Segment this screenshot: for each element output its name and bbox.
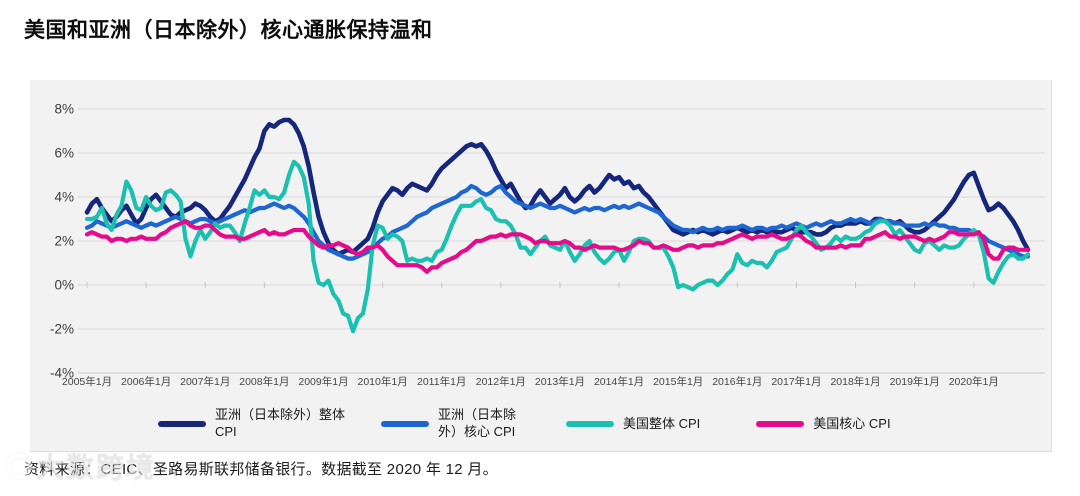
legend-swatch <box>158 421 206 427</box>
y-axis-tick-label: 8% <box>54 102 74 117</box>
source-note: 资料来源：CEIC、圣路易斯联邦储备银行。数据截至 2020 年 12 月。 <box>24 461 498 478</box>
legend-swatch <box>566 420 614 427</box>
y-axis-tick-label: -4% <box>50 366 74 381</box>
legend-swatch <box>381 421 429 427</box>
legend-item: 美国核心 CPI <box>756 415 891 433</box>
cpi-line-chart: -4% -2% 0% 2% 4% 6% 8% 2005年1月 2006年1月 2007年1月 200… <box>50 102 1045 388</box>
x-axis-tick-label: 2008年1月 <box>239 375 289 388</box>
x-axis-tick-label: 2007年1月 <box>180 375 230 388</box>
series-line-3 <box>84 159 1031 334</box>
x-axis-tick-label: 2010年1月 <box>358 375 408 388</box>
legend-label: 亚洲（日本除 外）核心 CPI <box>438 407 517 439</box>
y-axis-tick-label: 4% <box>54 190 74 205</box>
legend-label: 美国整体 CPI <box>623 415 701 431</box>
legend-item: 亚洲（日本除 外）核心 CPI <box>381 407 550 441</box>
y-axis-tick-label: -2% <box>50 322 74 337</box>
x-axis-tick-label: 2016年1月 <box>712 375 762 388</box>
x-axis-tick-label: 2006年1月 <box>121 375 171 388</box>
legend-swatch <box>756 420 805 427</box>
x-axis-tick-label: 2020年1月 <box>949 375 999 388</box>
x-axis-tick-label: 2013年1月 <box>535 375 585 388</box>
series-line-2 <box>84 183 1031 261</box>
y-axis-tick-label: 2% <box>54 234 74 249</box>
legend-item: 亚洲（日本除外）整体 CPI <box>158 407 367 441</box>
x-axis-tick-label: 2019年1月 <box>890 375 940 388</box>
y-axis-tick-label: 6% <box>54 146 74 161</box>
legend-label: 亚洲（日本除外）整体 CPI <box>215 407 346 439</box>
x-axis-tick-label: 2005年1月 <box>62 375 112 388</box>
x-axis-tick-label: 2011年1月 <box>417 375 466 388</box>
y-axis-tick-label: 0% <box>54 278 74 293</box>
page-title: 美国和亚洲（日本除外）核心通胀保持温和 <box>24 19 433 42</box>
x-axis-tick-label: 2009年1月 <box>298 375 348 388</box>
x-axis-tick-label: 2017年1月 <box>771 375 821 388</box>
legend-item: 美国整体 CPI <box>566 416 700 433</box>
legend-label: 美国核心 CPI <box>813 415 891 431</box>
series-line-4 <box>84 219 1031 274</box>
chart-panel: -4% -2% 0% 2% 4% 6% 8% 2005年1月 2006年1月 2007年1月 200… <box>30 80 1052 452</box>
x-axis-tick-label: 2015年1月 <box>653 375 703 388</box>
x-axis-tick-label: 2014年1月 <box>594 375 644 388</box>
chart-legend: 亚洲（日本除外）整体 CPI 亚洲（日本除 外）核心 CPI 美国整体 CPI 美国核… <box>30 398 1052 450</box>
x-axis-tick-label: 2012年1月 <box>476 375 526 388</box>
x-axis-tick-label: 2018年1月 <box>830 375 880 388</box>
